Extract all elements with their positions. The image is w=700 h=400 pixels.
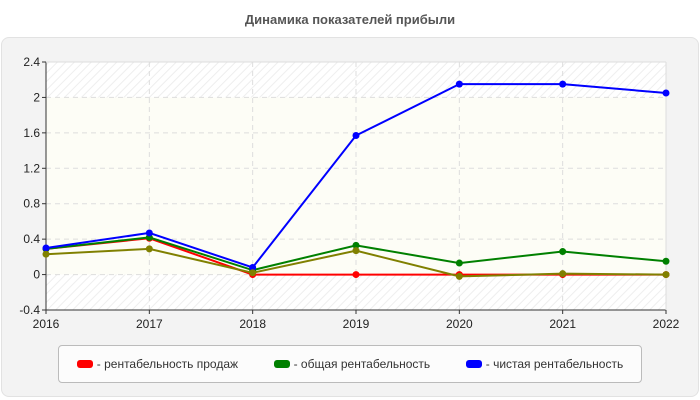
svg-text:2020: 2020 bbox=[446, 317, 473, 331]
svg-text:2017: 2017 bbox=[136, 317, 163, 331]
legend: - рентабельность продаж - общая рентабел… bbox=[58, 345, 642, 383]
legend-swatch-green bbox=[273, 360, 290, 368]
svg-text:2022: 2022 bbox=[653, 317, 680, 331]
legend-item-total: - общая рентабельность bbox=[273, 357, 430, 371]
svg-text:0.4: 0.4 bbox=[23, 232, 40, 246]
svg-text:2: 2 bbox=[33, 90, 40, 104]
legend-swatch-blue bbox=[465, 360, 482, 368]
svg-text:1.2: 1.2 bbox=[23, 161, 40, 175]
svg-text:-0.4: -0.4 bbox=[19, 303, 40, 317]
svg-text:2018: 2018 bbox=[239, 317, 266, 331]
legend-item-sales: - рентабельность продаж bbox=[76, 357, 238, 371]
svg-text:0.8: 0.8 bbox=[23, 197, 40, 211]
legend-item-net: - чистая рентабельность bbox=[465, 357, 623, 371]
svg-text:0: 0 bbox=[33, 268, 40, 282]
svg-text:2019: 2019 bbox=[343, 317, 370, 331]
svg-text:2016: 2016 bbox=[33, 317, 60, 331]
svg-text:1.6: 1.6 bbox=[23, 126, 40, 140]
svg-text:2.4: 2.4 bbox=[23, 55, 40, 69]
svg-text:2021: 2021 bbox=[549, 317, 576, 331]
chart-title: Динамика показателей прибыли bbox=[244, 12, 456, 27]
legend-swatch-red bbox=[76, 360, 93, 368]
